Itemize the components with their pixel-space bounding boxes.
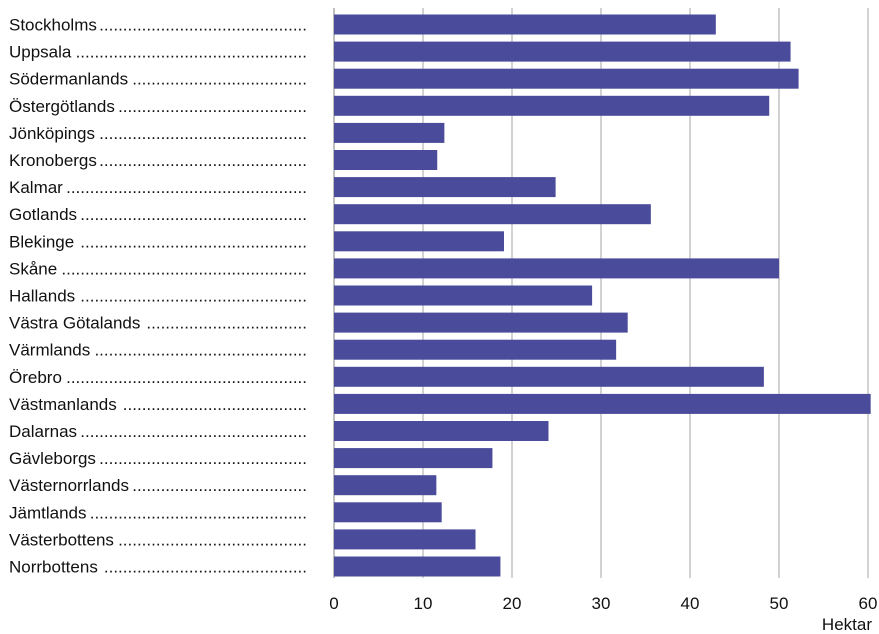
- dot-leader: ........................................…: [99, 124, 307, 143]
- category-label: Västernorrlands: [9, 476, 129, 495]
- dot-leader: ........................................…: [66, 368, 307, 387]
- bar: [334, 122, 445, 143]
- x-axis-label: Hektar: [822, 615, 872, 634]
- category-label: Jämtlands: [9, 503, 86, 522]
- category-label: Västmanlands: [9, 395, 117, 414]
- bar: [334, 231, 504, 252]
- x-tick-label: 60: [859, 594, 878, 613]
- dot-leader: ........................................…: [80, 205, 307, 224]
- bar: [334, 204, 651, 225]
- bar: [334, 258, 779, 279]
- dot-leader: ........................................…: [80, 232, 307, 251]
- category-label: Gotlands: [9, 205, 77, 224]
- category-label: Östergötlands: [9, 97, 115, 116]
- dot-leader: ........................................…: [61, 259, 307, 278]
- dot-leader: ........................................…: [99, 151, 307, 170]
- category-label: Gävleborgs: [9, 449, 96, 468]
- category-label: Västra Götalands: [9, 314, 140, 333]
- bar: [334, 150, 438, 170]
- bar: [334, 14, 716, 35]
- dot-leader: ........................................…: [94, 341, 307, 360]
- category-label: Södermanlands: [9, 70, 128, 89]
- dot-leader: ........................................…: [80, 287, 307, 306]
- category-label: Hallands: [9, 287, 75, 306]
- x-tick-label: 40: [681, 594, 700, 613]
- dot-leader: ........................................…: [99, 16, 307, 35]
- bar: [334, 448, 493, 469]
- dot-leader: ........................................…: [99, 449, 307, 468]
- bar: [334, 421, 549, 441]
- dot-leader: ........................................…: [76, 43, 307, 62]
- dot-leader: ........................................: [118, 530, 307, 549]
- category-label: Uppsala: [9, 43, 72, 62]
- bar: [334, 529, 476, 550]
- x-tick-label: 10: [414, 594, 433, 613]
- bar: [334, 177, 556, 198]
- dot-leader: ........................................…: [104, 558, 307, 577]
- dot-leader: .....................................: [132, 70, 307, 89]
- dot-leader: ........................................…: [90, 503, 307, 522]
- bar: [334, 312, 628, 333]
- bar: [334, 556, 501, 577]
- bar: [334, 68, 799, 89]
- category-label: Skåne: [9, 259, 57, 278]
- category-label: Dalarnas: [9, 422, 77, 441]
- category-label: Kronobergs: [9, 151, 97, 170]
- category-label: Stockholms: [9, 16, 97, 35]
- x-tick-label: 0: [329, 594, 338, 613]
- category-label: Örebro: [9, 368, 62, 387]
- dot-leader: ..................................: [146, 314, 307, 333]
- bar: [334, 41, 791, 62]
- category-label: Norrbottens: [9, 558, 98, 577]
- dot-leader: ........................................: [118, 97, 307, 116]
- x-tick-label: 30: [592, 594, 611, 613]
- dot-leader: ........................................…: [80, 422, 307, 441]
- x-tick-label: 20: [503, 594, 522, 613]
- category-label: Kalmar: [9, 178, 63, 197]
- bar: [334, 285, 593, 306]
- bar: [334, 366, 764, 387]
- bar: [334, 502, 442, 523]
- category-label: Västerbottens: [9, 530, 114, 549]
- category-labels: Stockholms..............................…: [9, 16, 307, 577]
- bar: [334, 393, 871, 414]
- category-label: Värmlands: [9, 341, 90, 360]
- bar: [334, 339, 617, 360]
- category-label: Blekinge: [9, 232, 74, 251]
- dot-leader: .......................................: [123, 395, 307, 414]
- dot-leader: ........................................…: [66, 178, 307, 197]
- category-label: Jönköpings: [9, 124, 95, 143]
- bars: [334, 14, 871, 577]
- x-tick-labels: 0 10 20 30 40 50 60: [329, 594, 877, 613]
- x-tick-label: 50: [770, 594, 789, 613]
- bar: [334, 95, 770, 116]
- dot-leader: .....................................: [132, 476, 307, 495]
- bar: [334, 475, 437, 496]
